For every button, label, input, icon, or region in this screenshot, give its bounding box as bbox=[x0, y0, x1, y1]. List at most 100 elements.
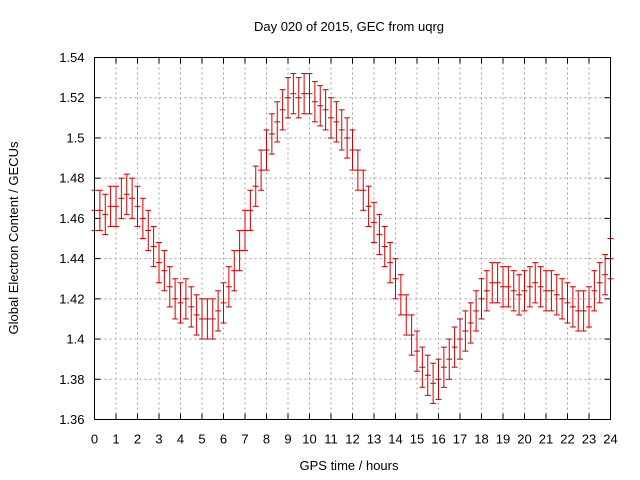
x-tick-label: 10 bbox=[302, 432, 316, 447]
data-point bbox=[274, 101, 281, 143]
x-tick-label: 20 bbox=[517, 432, 531, 447]
data-point bbox=[532, 262, 539, 304]
data-point bbox=[564, 282, 571, 324]
data-point bbox=[397, 274, 404, 316]
y-tick-label: 1.52 bbox=[59, 90, 84, 105]
x-axis-label: GPS time / hours bbox=[300, 458, 399, 473]
data-point bbox=[559, 278, 566, 320]
y-tick-label: 1.4 bbox=[66, 332, 84, 347]
data-point bbox=[494, 262, 501, 304]
data-point bbox=[231, 250, 238, 292]
x-tick-label: 4 bbox=[177, 432, 184, 447]
y-tick-label: 1.46 bbox=[59, 211, 84, 226]
data-points bbox=[91, 73, 614, 404]
data-point bbox=[139, 197, 146, 239]
data-point bbox=[333, 101, 340, 143]
data-point bbox=[483, 270, 490, 312]
data-point bbox=[489, 262, 496, 304]
data-point bbox=[435, 358, 442, 400]
data-point bbox=[161, 250, 168, 292]
data-point bbox=[123, 173, 130, 215]
data-point bbox=[451, 326, 458, 368]
data-point bbox=[102, 193, 109, 235]
data-point bbox=[145, 209, 152, 252]
data-point bbox=[387, 242, 394, 284]
data-point bbox=[285, 77, 291, 119]
data-point bbox=[322, 89, 329, 131]
data-point bbox=[301, 73, 308, 115]
data-point bbox=[268, 113, 275, 155]
data-point bbox=[215, 290, 222, 332]
data-point bbox=[419, 346, 426, 388]
chart-title: Day 020 of 2015, GEC from uqrg bbox=[254, 19, 444, 34]
data-point bbox=[118, 177, 125, 219]
data-point bbox=[360, 169, 367, 211]
plot-frame bbox=[94, 57, 611, 420]
data-point bbox=[537, 266, 544, 308]
data-point bbox=[371, 201, 377, 244]
data-point bbox=[381, 225, 388, 268]
data-point bbox=[596, 262, 603, 304]
data-point bbox=[526, 266, 533, 308]
data-point bbox=[306, 73, 313, 115]
data-point bbox=[156, 242, 162, 284]
data-point bbox=[543, 270, 549, 312]
data-point bbox=[177, 282, 184, 324]
x-axis-ticks: 0 1 2 3 4 5 6 7 8 9 10 11 12 13 14 15 16 17 18 19 20 21 22 23 24 bbox=[91, 57, 618, 447]
data-point bbox=[591, 270, 598, 312]
x-tick-label: 19 bbox=[496, 432, 510, 447]
data-point bbox=[354, 149, 361, 191]
data-point bbox=[365, 185, 372, 227]
data-point bbox=[602, 254, 609, 296]
y-axis-label: Global Electron Content / GECUs bbox=[6, 141, 21, 334]
data-point bbox=[172, 278, 179, 320]
data-point bbox=[344, 117, 351, 159]
x-tick-label: 17 bbox=[453, 432, 467, 447]
y-tick-label: 1.48 bbox=[59, 171, 84, 186]
data-point bbox=[505, 266, 512, 308]
data-point bbox=[457, 318, 463, 360]
data-point bbox=[473, 290, 480, 332]
data-point bbox=[252, 165, 259, 207]
x-tick-label: 5 bbox=[198, 432, 205, 447]
data-point bbox=[328, 97, 334, 139]
data-point bbox=[462, 310, 469, 352]
data-point bbox=[209, 298, 216, 340]
data-point bbox=[150, 225, 157, 268]
data-point bbox=[440, 346, 447, 388]
data-point bbox=[113, 185, 119, 227]
data-point bbox=[199, 298, 205, 340]
data-point bbox=[247, 189, 254, 231]
data-point bbox=[188, 286, 195, 328]
data-point bbox=[193, 294, 200, 336]
x-tick-label: 9 bbox=[284, 432, 291, 447]
data-point bbox=[134, 185, 141, 227]
data-point bbox=[553, 274, 560, 316]
data-point bbox=[166, 266, 173, 308]
data-point bbox=[263, 129, 270, 171]
data-point bbox=[349, 129, 356, 171]
data-point bbox=[580, 290, 587, 332]
data-point bbox=[430, 362, 437, 404]
x-tick-label: 16 bbox=[431, 432, 445, 447]
data-point bbox=[107, 185, 114, 227]
data-point bbox=[521, 270, 528, 312]
x-tick-label: 23 bbox=[582, 432, 596, 447]
data-point bbox=[569, 286, 576, 328]
data-point bbox=[424, 354, 431, 396]
y-tick-label: 1.44 bbox=[59, 251, 84, 266]
data-point bbox=[236, 229, 243, 272]
data-point bbox=[242, 209, 248, 252]
x-tick-label: 14 bbox=[388, 432, 402, 447]
data-point bbox=[392, 258, 399, 300]
y-tick-label: 1.5 bbox=[66, 130, 84, 145]
x-tick-label: 0 bbox=[91, 432, 98, 447]
y-tick-label: 1.42 bbox=[59, 291, 84, 306]
data-point bbox=[376, 213, 383, 256]
x-tick-label: 15 bbox=[410, 432, 424, 447]
data-point bbox=[204, 298, 211, 340]
data-point bbox=[182, 278, 189, 320]
x-tick-label: 3 bbox=[155, 432, 162, 447]
grid bbox=[94, 57, 611, 420]
